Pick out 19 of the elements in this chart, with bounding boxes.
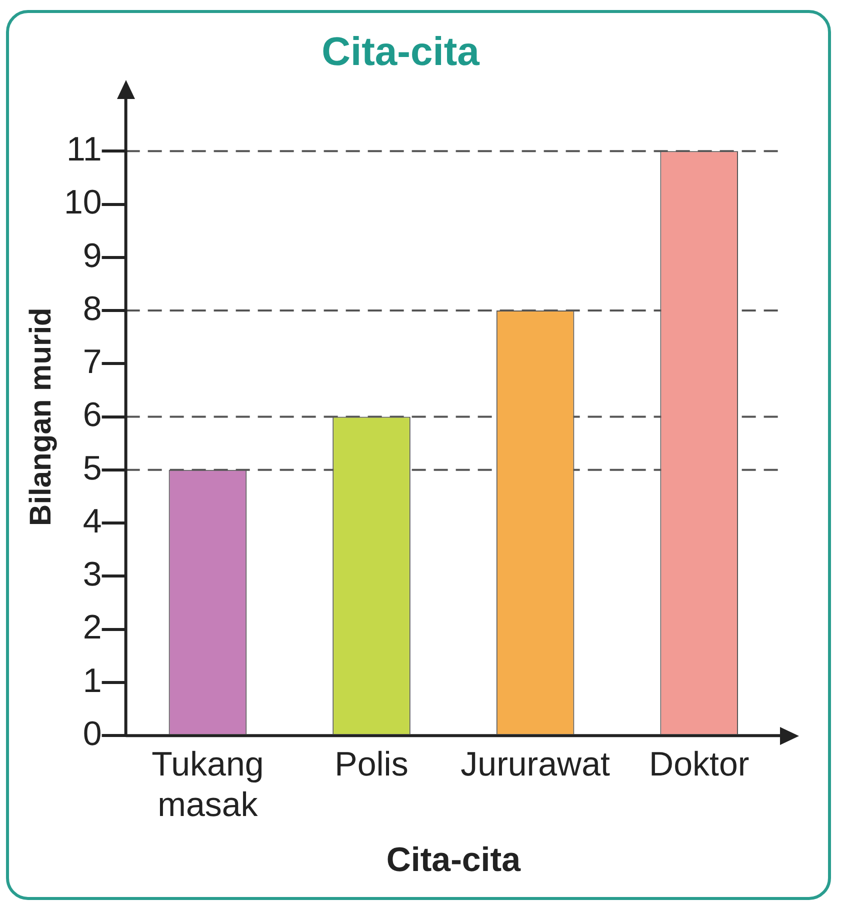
y-tick-label: 6 xyxy=(82,396,102,434)
x-axis-title: Cita-cita xyxy=(386,840,522,879)
chart-title: Cita-cita xyxy=(322,30,480,74)
y-tick-label: 11 xyxy=(66,130,102,169)
y-tick-label: 5 xyxy=(82,449,102,488)
y-axis-title: Bilangan murid xyxy=(24,308,58,526)
y-tick-label: 4 xyxy=(82,502,102,540)
x-tick-label: Jururawat xyxy=(460,745,610,784)
y-tick-label: 0 xyxy=(82,714,102,753)
y-tick-label: 3 xyxy=(82,556,102,594)
y-tick-label: 9 xyxy=(82,236,102,275)
x-tick-label: Tukang masak xyxy=(152,745,264,824)
y-tick-label: 1 xyxy=(82,662,102,700)
y-tick-label: 7 xyxy=(82,343,102,382)
y-tick-label: 10 xyxy=(64,184,102,222)
x-tick-label: Doktor xyxy=(649,745,750,784)
x-tick-label: Polis xyxy=(334,745,408,784)
y-tick-label: 8 xyxy=(82,290,102,328)
y-tick-label: 2 xyxy=(82,608,102,647)
